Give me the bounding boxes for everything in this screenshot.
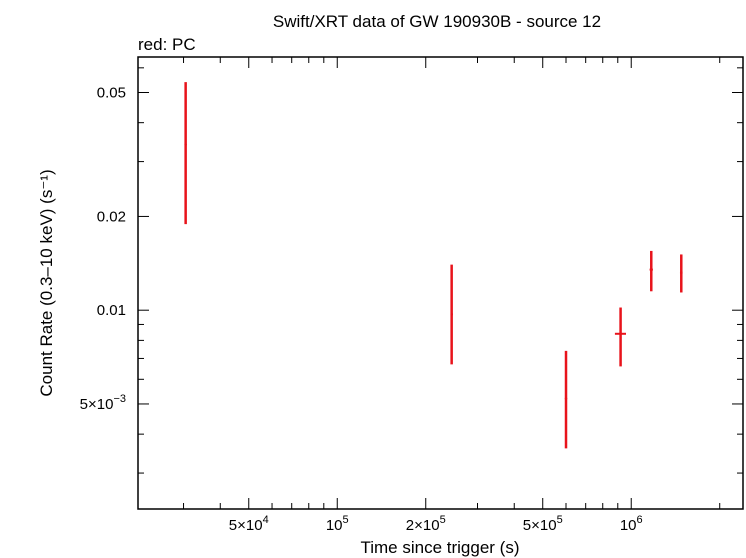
y-axis-label: Count Rate (0.3–10 keV) (s⁻¹) bbox=[37, 169, 56, 396]
x-tick-label: 105 bbox=[326, 514, 349, 534]
data-point bbox=[450, 313, 453, 316]
x-tick-label: 106 bbox=[620, 514, 643, 534]
data-marks bbox=[184, 82, 683, 449]
x-tick-label: 5×105 bbox=[523, 514, 563, 534]
x-tick-label: 5×104 bbox=[229, 514, 269, 534]
axis-ticks bbox=[138, 57, 743, 509]
data-point bbox=[650, 268, 653, 271]
data-point bbox=[680, 271, 683, 274]
x-axis-label: Time since trigger (s) bbox=[360, 538, 519, 557]
x-tick-label: 2×105 bbox=[406, 514, 446, 534]
data-point bbox=[184, 143, 187, 146]
axis-tick-labels: 5×104 105 2×105 5×105 106 0.05 0.02 0.01 5×10−3 bbox=[80, 84, 643, 534]
data-point bbox=[619, 332, 622, 335]
chart-subtitle: red: PC bbox=[138, 35, 196, 54]
y-tick-label: 0.05 bbox=[97, 84, 126, 101]
y-tick-label: 0.02 bbox=[97, 208, 126, 225]
y-tick-label: 0.01 bbox=[97, 302, 126, 319]
data-point bbox=[564, 397, 568, 400]
y-tick-label: 5×10−3 bbox=[80, 393, 126, 413]
plot-frame bbox=[137, 56, 744, 510]
chart-title: Swift/XRT data of GW 190930B - source 12 bbox=[273, 12, 601, 31]
